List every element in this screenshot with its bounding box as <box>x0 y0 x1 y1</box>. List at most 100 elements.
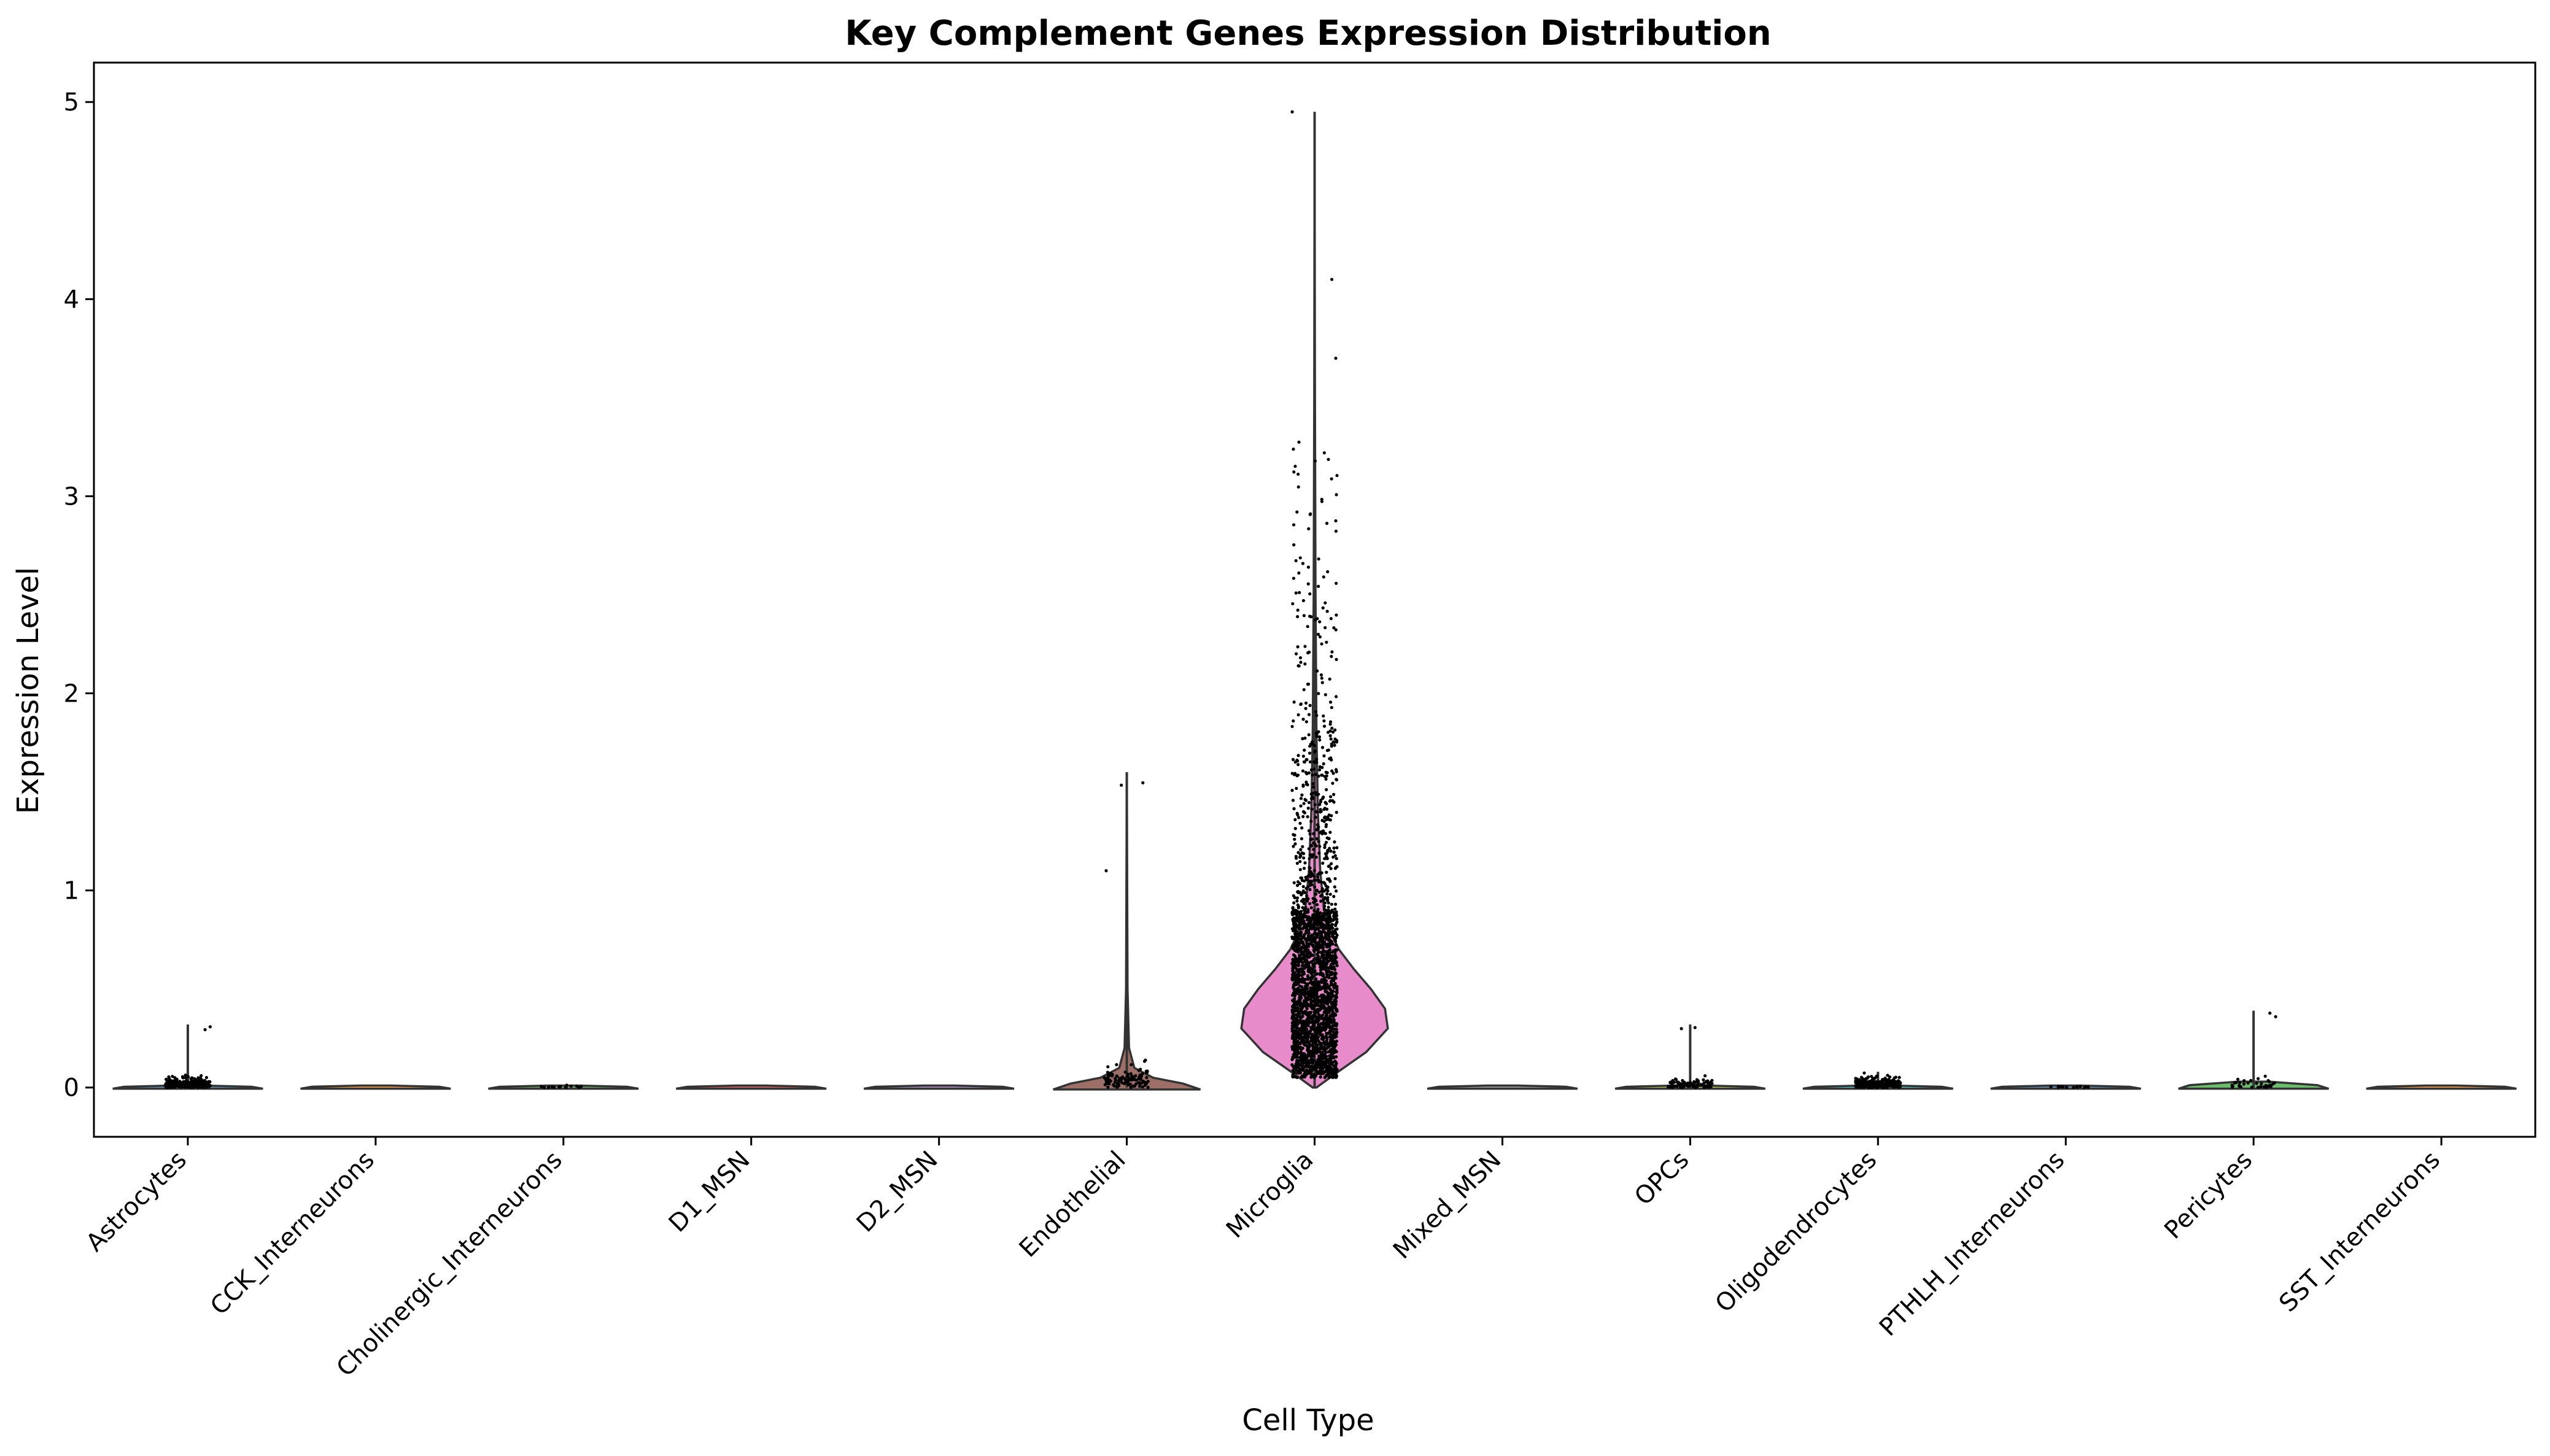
data-point <box>1322 762 1325 765</box>
data-point <box>1328 720 1333 724</box>
data-point <box>1303 985 1308 988</box>
data-point <box>1320 676 1323 680</box>
data-point <box>1130 1063 1133 1067</box>
data-point <box>1325 975 1329 979</box>
data-point <box>1299 948 1303 951</box>
data-point <box>1304 1024 1309 1028</box>
data-point <box>1106 1081 1110 1085</box>
data-point <box>1316 810 1319 814</box>
data-point <box>1298 859 1302 864</box>
x-tick-label: D2_MSN <box>851 1146 944 1238</box>
data-point <box>1308 922 1312 926</box>
data-point <box>1323 958 1327 961</box>
data-point <box>1316 972 1319 976</box>
data-point <box>1109 1079 1112 1083</box>
data-point <box>1327 457 1330 462</box>
data-point <box>1315 757 1319 761</box>
data-point <box>1311 1023 1315 1028</box>
data-point <box>1301 815 1305 818</box>
data-point <box>1324 1025 1328 1029</box>
data-point <box>1306 961 1310 965</box>
data-point <box>1296 851 1300 854</box>
data-point <box>1304 720 1308 724</box>
data-point <box>1316 955 1320 959</box>
data-point <box>1315 735 1319 738</box>
data-point <box>169 1079 173 1083</box>
data-point <box>1330 902 1333 906</box>
data-point <box>1141 1072 1144 1075</box>
data-point <box>1323 896 1327 899</box>
data-point <box>1303 736 1307 740</box>
data-point <box>1314 855 1318 859</box>
data-point <box>1324 969 1328 972</box>
data-point <box>1312 908 1316 912</box>
data-point <box>1325 984 1330 988</box>
data-point <box>1309 615 1313 619</box>
data-point <box>1300 979 1303 983</box>
data-point <box>1314 844 1318 848</box>
data-point <box>1319 1007 1323 1011</box>
data-point <box>1323 857 1327 861</box>
data-point <box>1119 1076 1123 1080</box>
data-point <box>1291 906 1295 910</box>
data-point <box>1333 743 1336 747</box>
data-point <box>1328 677 1331 681</box>
data-point <box>1306 815 1309 819</box>
data-point <box>1311 782 1315 786</box>
data-point <box>1308 760 1312 764</box>
data-point <box>1312 832 1316 835</box>
data-point <box>1702 1078 1705 1082</box>
data-point <box>1291 943 1295 948</box>
data-point <box>1309 997 1313 1001</box>
data-point <box>540 1085 543 1088</box>
data-point <box>1141 1085 1144 1089</box>
data-point <box>1301 885 1305 888</box>
data-point <box>1335 613 1338 617</box>
data-point <box>1326 898 1330 902</box>
data-point <box>1296 713 1300 717</box>
data-point <box>1297 918 1301 923</box>
data-point <box>1310 855 1314 859</box>
data-point <box>1306 997 1310 1001</box>
data-point <box>1325 932 1329 935</box>
data-point <box>1315 837 1319 840</box>
data-point <box>1311 996 1315 999</box>
data-point <box>1309 875 1312 878</box>
data-point <box>1334 1031 1338 1035</box>
data-point <box>1328 846 1331 850</box>
data-point <box>1328 818 1332 822</box>
data-point <box>1296 948 1300 952</box>
data-point <box>1335 920 1339 924</box>
data-point <box>1318 880 1322 883</box>
data-point <box>1117 1084 1121 1088</box>
data-point <box>1891 1078 1895 1082</box>
data-point <box>1892 1084 1896 1088</box>
data-point <box>1303 912 1306 915</box>
data-point <box>1304 905 1308 910</box>
data-point <box>1302 760 1306 764</box>
data-point <box>1864 1077 1868 1080</box>
data-point <box>1866 1083 1870 1086</box>
data-point <box>1295 915 1299 919</box>
data-point <box>1332 800 1336 804</box>
x-tick-label: Microglia <box>1221 1146 1319 1244</box>
data-point <box>1335 657 1338 661</box>
data-point <box>1293 896 1296 899</box>
data-point <box>1296 1023 1300 1026</box>
data-point <box>1308 880 1311 883</box>
data-point <box>1295 899 1299 903</box>
data-point <box>1303 748 1306 752</box>
data-point <box>1335 768 1338 772</box>
data-point <box>1316 987 1319 991</box>
data-point <box>1703 1074 1707 1078</box>
data-point <box>196 1078 200 1082</box>
data-point <box>1301 769 1305 773</box>
data-point <box>1322 714 1325 718</box>
data-point <box>1296 1012 1300 1016</box>
data-point <box>1301 905 1304 910</box>
data-point <box>1308 1049 1312 1053</box>
data-point <box>1299 1020 1303 1024</box>
data-point <box>1706 1079 1710 1083</box>
y-tick-label: 5 <box>64 88 79 117</box>
data-point <box>1334 357 1338 360</box>
